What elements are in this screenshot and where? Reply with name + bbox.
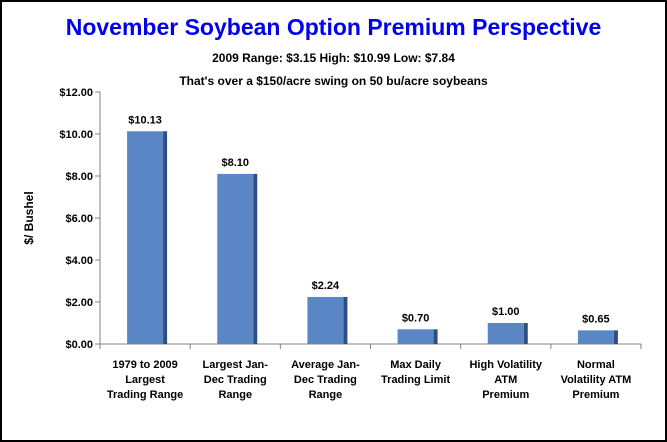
x-category-label: Largest Jan- xyxy=(203,359,269,371)
data-label: $1.00 xyxy=(492,306,520,318)
chart-title: November Soybean Option Premium Perspect… xyxy=(65,14,602,40)
x-category-label: Premium xyxy=(482,389,529,401)
bar xyxy=(127,131,164,344)
bar xyxy=(397,329,434,344)
y-tick-label: $4.00 xyxy=(65,255,93,267)
x-category-label: ATM xyxy=(494,374,517,386)
y-tick-label: $0.00 xyxy=(65,339,93,351)
y-tick-label: $12.00 xyxy=(59,87,93,99)
bar xyxy=(307,296,344,344)
y-tick-label: $10.00 xyxy=(59,129,93,141)
x-category-label: Range xyxy=(218,389,252,401)
x-category-label: Range xyxy=(309,389,343,401)
bar-side xyxy=(253,173,258,344)
x-category-label: Normal xyxy=(577,359,615,371)
x-category-label: Trading Limit xyxy=(381,374,450,386)
x-category-label: Dec Trading xyxy=(204,374,267,386)
x-category-label: Average Jan- xyxy=(291,359,360,371)
bar-side xyxy=(343,296,348,344)
x-category-label: Max Daily xyxy=(390,359,442,371)
chart-subtitle-range: 2009 Range: $3.15 High: $10.99 Low: $7.8… xyxy=(212,51,455,65)
chart-subtitle-swing: That's over a $150/acre swing on 50 bu/a… xyxy=(179,74,488,88)
y-tick-label: $6.00 xyxy=(65,213,93,225)
bar-side xyxy=(163,131,168,344)
x-category-label: 1979 to 2009 xyxy=(112,359,177,371)
bar xyxy=(487,323,524,344)
bar-side xyxy=(523,323,528,344)
x-category-label: Dec Trading xyxy=(294,374,357,386)
y-axis-title: $/ Bushel xyxy=(22,191,36,244)
x-category-label: Premium xyxy=(572,389,619,401)
bar xyxy=(217,173,254,344)
bar-side xyxy=(613,330,618,344)
x-category-label: Largest xyxy=(125,374,165,386)
data-label: $8.10 xyxy=(221,157,249,169)
bar-side xyxy=(433,329,438,344)
data-label: $2.24 xyxy=(312,280,340,292)
y-tick-label: $2.00 xyxy=(65,297,93,309)
bar xyxy=(577,330,614,344)
x-category-label: Volatility ATM xyxy=(561,374,632,386)
x-category-label: High Volatility xyxy=(469,359,542,371)
data-label: $0.70 xyxy=(402,312,430,324)
data-label: $0.65 xyxy=(582,313,610,325)
x-category-label: Trading Range xyxy=(107,389,183,401)
y-tick-label: $8.00 xyxy=(65,171,93,183)
data-label: $10.13 xyxy=(128,114,162,126)
